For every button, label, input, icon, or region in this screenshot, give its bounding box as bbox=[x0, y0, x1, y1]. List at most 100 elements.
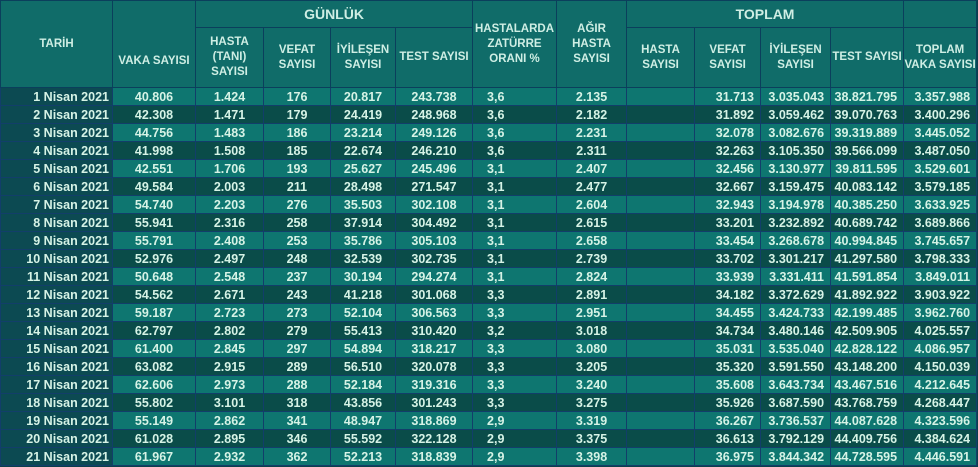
cell-vefat: 193 bbox=[263, 159, 331, 178]
cell-toplam-vaka: 4.086.957 bbox=[903, 339, 978, 358]
cell-toplam-iyilesen: 3.194.978 bbox=[760, 195, 832, 214]
cell-toplam-vaka: 3.745.657 bbox=[903, 231, 978, 250]
cell-toplam-test: 43.467.516 bbox=[830, 375, 905, 394]
cell-agir: 3.240 bbox=[556, 375, 628, 394]
cell-toplam-iyilesen: 3.159.475 bbox=[760, 177, 832, 196]
cell-toplam-hasta bbox=[626, 159, 696, 178]
cell-toplam-iyilesen: 3.082.676 bbox=[760, 123, 832, 142]
cell-toplam-vaka: 3.357.988 bbox=[903, 87, 978, 106]
cell-hasta-tani: 2.548 bbox=[195, 267, 264, 286]
cell-test: 322.128 bbox=[394, 429, 474, 448]
cell-toplam-vefat: 32.943 bbox=[694, 195, 762, 214]
cell-hasta-tani: 2.932 bbox=[195, 447, 264, 466]
cell-toplam-test: 44.409.756 bbox=[830, 429, 905, 448]
cell-toplam-vaka: 3.689.866 bbox=[903, 213, 978, 232]
cell-hasta-tani: 2.845 bbox=[195, 339, 264, 358]
cell-toplam-test: 41.297.580 bbox=[830, 249, 905, 268]
cell-toplam-test: 43.768.759 bbox=[830, 393, 905, 412]
cell-vefat: 297 bbox=[263, 339, 331, 358]
cell-zaturre: 2,9 bbox=[472, 447, 558, 466]
cell-toplam-vefat: 33.201 bbox=[694, 213, 762, 232]
cell-iyilesen: 54.894 bbox=[330, 339, 396, 358]
table-row: 3 Nisan 2021 44.756 1.483 186 23.214 249.126 3… bbox=[0, 123, 978, 142]
cell-test: 302.735 bbox=[394, 249, 474, 268]
cell-iyilesen: 41.218 bbox=[330, 285, 396, 304]
cell-test: 319.316 bbox=[394, 375, 474, 394]
cell-toplam-iyilesen: 3.232.892 bbox=[760, 213, 832, 232]
cell-tarih: 15 Nisan 2021 bbox=[0, 339, 113, 358]
cell-vefat: 237 bbox=[263, 267, 331, 286]
cell-toplam-vefat: 36.267 bbox=[694, 411, 762, 430]
cell-test: 246.210 bbox=[394, 141, 474, 160]
cell-toplam-hasta bbox=[626, 213, 696, 232]
table-row: 20 Nisan 2021 61.028 2.895 346 55.592 322.128… bbox=[0, 429, 978, 448]
cell-toplam-vaka: 3.487.050 bbox=[903, 141, 978, 160]
cell-test: 245.496 bbox=[394, 159, 474, 178]
cell-vaka: 61.028 bbox=[112, 429, 196, 448]
header-gunluk: GÜNLÜK bbox=[194, 0, 474, 28]
table-row: 8 Nisan 2021 55.941 2.316 258 37.914 304.492 3… bbox=[0, 213, 978, 232]
cell-tarih: 12 Nisan 2021 bbox=[0, 285, 113, 304]
cell-toplam-iyilesen: 3.424.733 bbox=[760, 303, 832, 322]
cell-toplam-vefat: 32.667 bbox=[694, 177, 762, 196]
cell-iyilesen: 20.817 bbox=[330, 87, 396, 106]
cell-hasta-tani: 1.471 bbox=[195, 105, 264, 124]
cell-test: 304.492 bbox=[394, 213, 474, 232]
cell-hasta-tani: 1.706 bbox=[195, 159, 264, 178]
header-zaturre-orani: HASTALARDA ZATÜRRE ORANI % bbox=[472, 0, 558, 88]
cell-toplam-vefat: 35.608 bbox=[694, 375, 762, 394]
cell-toplam-vefat: 33.939 bbox=[694, 267, 762, 286]
header-toplam: TOPLAM bbox=[626, 0, 905, 28]
cell-iyilesen: 22.674 bbox=[330, 141, 396, 160]
cell-zaturre: 3,3 bbox=[472, 393, 558, 412]
cell-toplam-vefat: 35.926 bbox=[694, 393, 762, 412]
cell-hasta-tani: 2.408 bbox=[195, 231, 264, 250]
cell-hasta-tani: 1.483 bbox=[195, 123, 264, 142]
cell-toplam-hasta bbox=[626, 429, 696, 448]
cell-agir: 3.375 bbox=[556, 429, 628, 448]
cell-zaturre: 3,1 bbox=[472, 195, 558, 214]
cell-vefat: 258 bbox=[263, 213, 331, 232]
cell-iyilesen: 52.213 bbox=[330, 447, 396, 466]
cell-iyilesen: 25.627 bbox=[330, 159, 396, 178]
table-row: 15 Nisan 2021 61.400 2.845 297 54.894 318.217… bbox=[0, 339, 978, 358]
table-row: 17 Nisan 2021 62.606 2.973 288 52.184 319.316… bbox=[0, 375, 978, 394]
cell-test: 243.738 bbox=[394, 87, 474, 106]
cell-vaka: 61.400 bbox=[112, 339, 196, 358]
cell-toplam-hasta bbox=[626, 231, 696, 250]
table-row: 5 Nisan 2021 42.551 1.706 193 25.627 245.496 3… bbox=[0, 159, 978, 178]
cell-toplam-hasta bbox=[626, 123, 696, 142]
table-row: 12 Nisan 2021 54.562 2.671 243 41.218 301.068… bbox=[0, 285, 978, 304]
cell-iyilesen: 32.539 bbox=[330, 249, 396, 268]
cell-toplam-iyilesen: 3.059.462 bbox=[760, 105, 832, 124]
cell-toplam-hasta bbox=[626, 411, 696, 430]
cell-tarih: 21 Nisan 2021 bbox=[0, 447, 113, 466]
cell-toplam-vaka: 4.150.039 bbox=[903, 357, 978, 376]
header-iyilesen: İYİLEŞEN SAYISI bbox=[330, 27, 396, 88]
cell-toplam-test: 44.728.595 bbox=[830, 447, 905, 466]
table-row: 1 Nisan 2021 40.806 1.424 176 20.817 243.738 3… bbox=[0, 87, 978, 106]
cell-tarih: 19 Nisan 2021 bbox=[0, 411, 113, 430]
cell-agir: 3.018 bbox=[556, 321, 628, 340]
cell-vaka: 52.976 bbox=[112, 249, 196, 268]
cell-toplam-vefat: 33.702 bbox=[694, 249, 762, 268]
cell-vefat: 179 bbox=[263, 105, 331, 124]
table-body: 1 Nisan 2021 40.806 1.424 176 20.817 243.738 3… bbox=[0, 87, 978, 466]
cell-tarih: 20 Nisan 2021 bbox=[0, 429, 113, 448]
cell-toplam-iyilesen: 3.268.678 bbox=[760, 231, 832, 250]
header-toplam-vaka: TOPLAM VAKA SAYISI bbox=[903, 27, 978, 88]
cell-iyilesen: 52.104 bbox=[330, 303, 396, 322]
cell-tarih: 11 Nisan 2021 bbox=[0, 267, 113, 286]
cell-agir: 2.182 bbox=[556, 105, 628, 124]
cell-toplam-vaka: 4.268.447 bbox=[903, 393, 978, 412]
cell-toplam-test: 38.821.795 bbox=[830, 87, 905, 106]
cell-vaka: 59.187 bbox=[112, 303, 196, 322]
cell-agir: 3.080 bbox=[556, 339, 628, 358]
cell-toplam-iyilesen: 3.331.411 bbox=[760, 267, 832, 286]
cell-toplam-test: 42.828.122 bbox=[830, 339, 905, 358]
cell-toplam-iyilesen: 3.792.129 bbox=[760, 429, 832, 448]
cell-zaturre: 3,1 bbox=[472, 213, 558, 232]
header-hasta-tani: HASTA (TANI) SAYISI bbox=[195, 27, 264, 88]
cell-toplam-vefat: 35.320 bbox=[694, 357, 762, 376]
cell-test: 301.068 bbox=[394, 285, 474, 304]
